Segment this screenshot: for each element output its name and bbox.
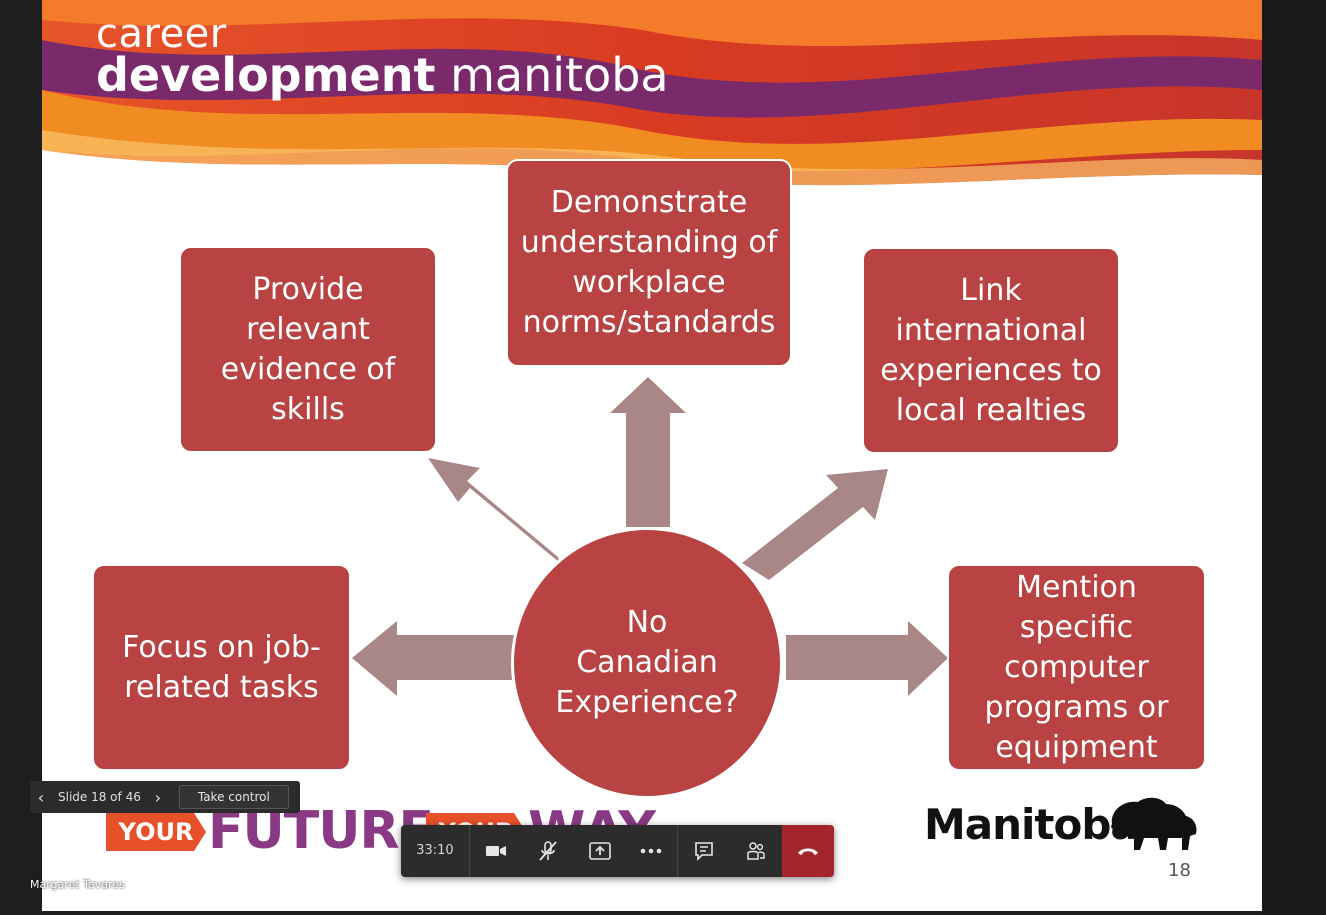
mic-muted-icon [538, 841, 557, 861]
more-options-button[interactable] [625, 825, 677, 877]
presenter-name: Margaret Tavares [30, 878, 125, 891]
box-link-international: Link international experiences to local … [862, 247, 1120, 454]
chevron-left-icon[interactable]: ‹ [37, 787, 45, 807]
chevron-right-icon[interactable]: › [154, 787, 162, 807]
camera-icon [485, 846, 506, 856]
logo-line-2: development manitoba [96, 52, 669, 98]
arrow-right [786, 621, 948, 696]
hang-up-icon [798, 848, 819, 855]
box-focus-job-tasks: Focus on job- related tasks [92, 564, 351, 771]
center-circle-no-canadian-experience: No Canadian Experience? [511, 527, 783, 799]
slide-counter: Slide 18 of 46 [58, 790, 141, 804]
call-timer: 33:10 [401, 825, 470, 877]
hang-up-button[interactable] [782, 825, 834, 877]
logo-word-development: development [96, 48, 436, 102]
share-screen-button[interactable] [574, 825, 626, 877]
chat-icon [695, 842, 714, 861]
call-bar-divider [677, 825, 679, 877]
share-screen-icon [588, 842, 611, 860]
logo-word-manitoba: manitoba [450, 48, 669, 102]
arrow-up-left [428, 458, 560, 563]
more-options-icon [641, 848, 662, 854]
box-demonstrate-understanding: Demonstrate understanding of workplace n… [506, 159, 792, 367]
participants-button[interactable] [730, 825, 782, 877]
diagram-arrows [352, 377, 948, 696]
manitoba-logo-text: Manitoba [924, 800, 1139, 849]
camera-button[interactable] [470, 825, 522, 877]
box-provide-evidence: Provide relevant evidence of skills [179, 246, 437, 453]
logo-line-1: career [96, 11, 227, 57]
microphone-button[interactable] [522, 825, 574, 877]
arrow-up [610, 377, 686, 527]
career-development-manitoba-logo: career development manitoba [96, 14, 669, 98]
right-background-strip [1262, 0, 1326, 915]
take-control-button[interactable]: Take control [178, 785, 289, 809]
presentation-slide: career development manitoba Demonstrate … [42, 0, 1262, 911]
slide-navigation: ‹ Slide 18 of 46 › Take control [30, 781, 300, 813]
meeting-call-bar: 33:10 [401, 825, 834, 877]
your-tag: YOUR [106, 813, 206, 851]
arrow-up-right [742, 469, 888, 580]
arrow-left [352, 621, 514, 696]
participants-icon [747, 842, 765, 860]
box-mention-programs: Mention specific computer programs or eq… [947, 564, 1206, 771]
page-number: 18 [1168, 860, 1191, 881]
bison-icon [1111, 797, 1197, 850]
chat-button[interactable] [678, 825, 730, 877]
